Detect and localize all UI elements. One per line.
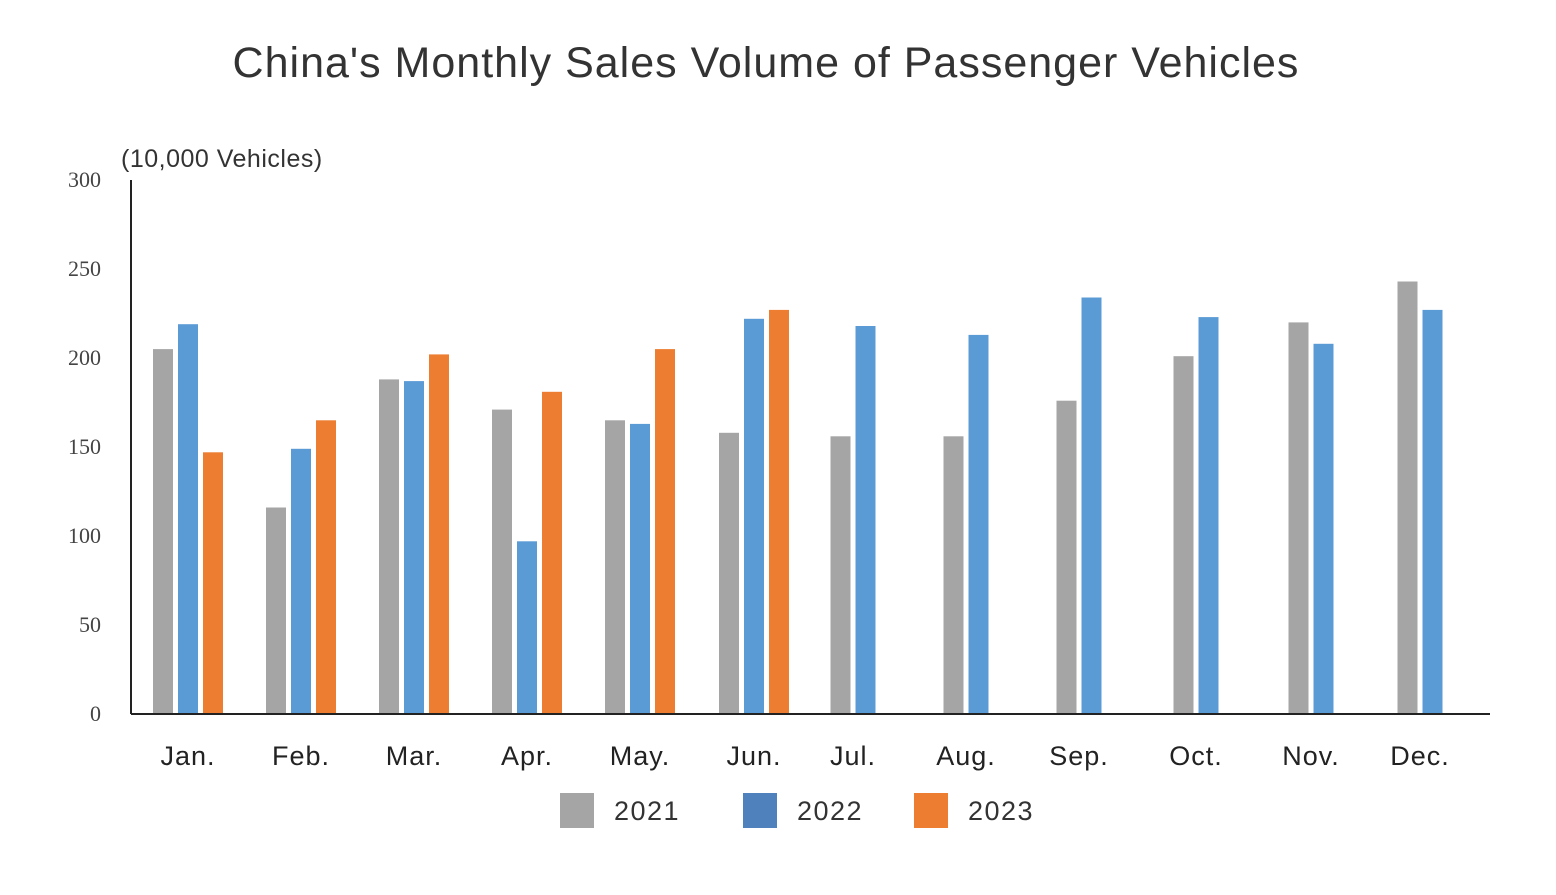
y-tick-label: 0 [90, 701, 101, 726]
bar-2021-jun [719, 432, 739, 714]
x-tick-label: Feb. [272, 741, 330, 771]
legend: 2021 2022 2023 [560, 793, 1034, 828]
bar-2021-mar [379, 379, 399, 714]
legend-label-2023: 2023 [968, 796, 1034, 826]
bar-2021-oct [1173, 356, 1194, 714]
y-tick-label: 250 [68, 256, 101, 281]
y-tick-label: 150 [68, 434, 101, 459]
bar-2023-apr [542, 391, 562, 714]
bar-2022-oct [1198, 317, 1219, 714]
bar-2023-jun [769, 309, 789, 714]
bar-2023-jan [203, 452, 223, 714]
bar-2022-dec [1422, 309, 1443, 714]
x-tick-label: May. [610, 741, 671, 771]
x-tick-label: Oct. [1169, 741, 1223, 771]
x-tick-label: Apr. [501, 741, 553, 771]
x-axis-ticks: Jan. Feb. Mar. Apr. May. Jun. Jul. Aug. Sep. Oct.… [160, 741, 1450, 771]
bar-2021-jan [153, 349, 173, 714]
bar-2021-aug [943, 436, 964, 714]
bar-2021-sep [1056, 400, 1077, 714]
x-tick-label: Jul. [830, 741, 876, 771]
y-axis-unit-label: (10,000 Vehicles) [121, 145, 323, 173]
bar-2023-feb [316, 420, 336, 714]
chart-title: China's Monthly Sales Volume of Passenge… [233, 39, 1300, 87]
bar-2021-nov [1288, 322, 1309, 714]
bar-2022-apr [517, 541, 537, 714]
x-tick-label: Nov. [1282, 741, 1340, 771]
bar-2022-jan [178, 324, 198, 714]
legend-swatch-2021 [560, 793, 594, 828]
bar-2022-nov [1313, 343, 1334, 714]
bar-2022-jul [855, 326, 876, 714]
x-tick-label: Sep. [1049, 741, 1109, 771]
bar-2021-feb [266, 507, 286, 714]
bar-2022-may [630, 423, 650, 714]
bar-2022-jun [744, 318, 764, 714]
y-tick-label: 100 [68, 523, 101, 548]
x-tick-label: Dec. [1390, 741, 1450, 771]
bar-2022-sep [1081, 297, 1102, 714]
legend-label-2022: 2022 [797, 796, 863, 826]
legend-swatch-2023 [914, 793, 948, 828]
y-axis-ticks: 0 50 100 150 200 250 300 [68, 167, 101, 726]
x-tick-label: Aug. [936, 741, 996, 771]
y-tick-label: 50 [79, 612, 101, 637]
bar-2021-may [605, 420, 625, 714]
bar-2023-may [655, 349, 675, 714]
x-tick-label: Jan. [160, 741, 215, 771]
bar-2022-mar [404, 381, 424, 714]
legend-label-2021: 2021 [614, 796, 680, 826]
bar-2022-aug [968, 334, 989, 714]
x-tick-label: Mar. [386, 741, 443, 771]
bar-2021-jul [830, 436, 851, 714]
bar-2023-mar [429, 354, 449, 714]
y-tick-label: 200 [68, 345, 101, 370]
bar-2021-dec [1397, 281, 1418, 714]
bar-2022-feb [291, 448, 311, 714]
bar-2021-apr [492, 409, 512, 714]
bars [153, 281, 1443, 714]
x-tick-label: Jun. [726, 741, 781, 771]
y-tick-label: 300 [68, 167, 101, 192]
legend-swatch-2022 [743, 793, 777, 828]
